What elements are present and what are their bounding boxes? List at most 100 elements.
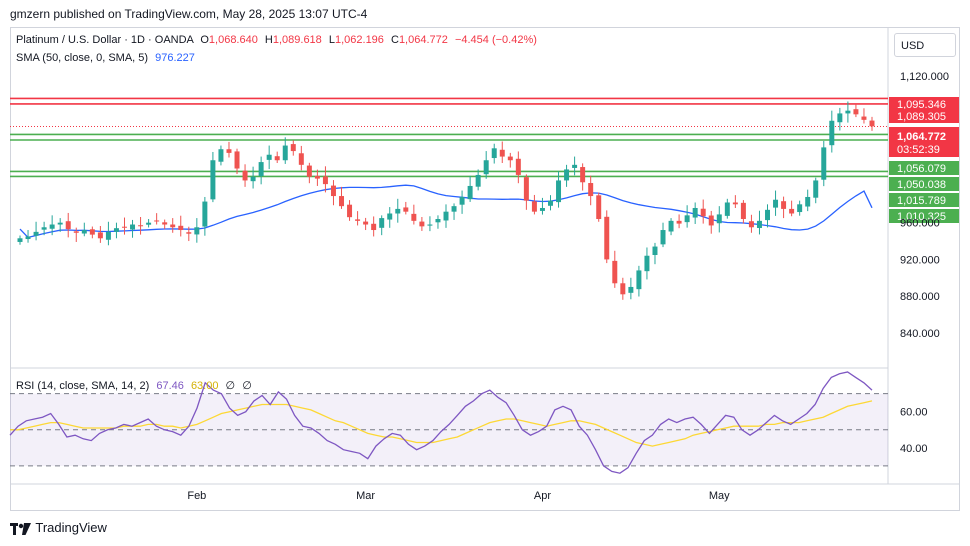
candle-body[interactable] bbox=[853, 109, 859, 115]
candle-body[interactable] bbox=[33, 231, 39, 236]
candle-body[interactable] bbox=[564, 169, 570, 181]
candle-body[interactable] bbox=[41, 227, 47, 230]
candle-body[interactable] bbox=[419, 221, 425, 227]
legend-symbol[interactable]: Platinum / U.S. Dollar · 1D · OANDA bbox=[16, 34, 194, 46]
candle-body[interactable] bbox=[113, 228, 119, 232]
footer-brand[interactable]: TradingView bbox=[10, 520, 107, 536]
candle-body[interactable] bbox=[395, 208, 401, 214]
candle-body[interactable] bbox=[347, 204, 353, 218]
candle-body[interactable] bbox=[724, 202, 730, 216]
candle-body[interactable] bbox=[49, 224, 55, 229]
candle-body[interactable] bbox=[314, 176, 320, 179]
candle-body[interactable] bbox=[306, 165, 312, 177]
candle-body[interactable] bbox=[57, 222, 63, 225]
candle-body[interactable] bbox=[499, 149, 505, 157]
candle-body[interactable] bbox=[282, 145, 288, 161]
candle-body[interactable] bbox=[266, 154, 272, 160]
candle-body[interactable] bbox=[467, 185, 473, 200]
candle-body[interactable] bbox=[411, 213, 417, 221]
candle-body[interactable] bbox=[588, 183, 594, 197]
candle-body[interactable] bbox=[290, 144, 296, 152]
candle-body[interactable] bbox=[250, 176, 256, 182]
candle-body[interactable] bbox=[130, 224, 136, 230]
candle-body[interactable] bbox=[628, 286, 634, 293]
candle-body[interactable] bbox=[65, 221, 71, 230]
candle-body[interactable] bbox=[226, 149, 232, 153]
candle-body[interactable] bbox=[73, 231, 79, 233]
candle-body[interactable] bbox=[652, 246, 658, 256]
chart-frame[interactable] bbox=[10, 27, 960, 511]
candle-body[interactable] bbox=[170, 224, 176, 228]
candle-body[interactable] bbox=[580, 167, 586, 183]
candle-body[interactable] bbox=[797, 204, 803, 213]
candle-body[interactable] bbox=[138, 225, 144, 227]
candle-body[interactable] bbox=[813, 180, 819, 198]
candle-body[interactable] bbox=[684, 215, 690, 223]
candle-body[interactable] bbox=[403, 207, 409, 212]
candle-body[interactable] bbox=[861, 116, 867, 120]
legend-sma-label[interactable]: SMA (50, close, 0, SMA, 5) bbox=[16, 52, 149, 64]
candle-body[interactable] bbox=[676, 220, 682, 224]
candle-body[interactable] bbox=[732, 202, 738, 205]
candle-body[interactable] bbox=[105, 231, 111, 240]
candle-body[interactable] bbox=[17, 238, 23, 242]
candle-body[interactable] bbox=[756, 220, 762, 229]
candle-body[interactable] bbox=[668, 220, 674, 232]
candle-body[interactable] bbox=[869, 120, 875, 127]
candle-body[interactable] bbox=[146, 222, 152, 225]
candle-body[interactable] bbox=[740, 202, 746, 220]
candle-body[interactable] bbox=[154, 220, 160, 222]
candle-body[interactable] bbox=[81, 230, 87, 234]
candle-body[interactable] bbox=[612, 260, 618, 284]
candle-body[interactable] bbox=[620, 283, 626, 295]
candle-body[interactable] bbox=[234, 151, 240, 169]
candle-body[interactable] bbox=[773, 199, 779, 208]
currency-button[interactable]: USD bbox=[894, 33, 956, 57]
candle-body[interactable] bbox=[363, 221, 369, 225]
candle-body[interactable] bbox=[781, 201, 787, 209]
candle-body[interactable] bbox=[483, 160, 489, 175]
candle-body[interactable] bbox=[491, 148, 497, 159]
candle-body[interactable] bbox=[515, 158, 521, 175]
candle-body[interactable] bbox=[789, 208, 795, 214]
candle-body[interactable] bbox=[644, 255, 650, 272]
candle-body[interactable] bbox=[162, 222, 168, 225]
candle-body[interactable] bbox=[837, 113, 843, 123]
candle-body[interactable] bbox=[636, 270, 642, 290]
candle-body[interactable] bbox=[572, 164, 578, 168]
candle-body[interactable] bbox=[218, 149, 224, 162]
candle-body[interactable] bbox=[322, 176, 328, 185]
candle-body[interactable] bbox=[829, 120, 835, 146]
candle-body[interactable] bbox=[531, 201, 537, 212]
candle-body[interactable] bbox=[507, 156, 513, 161]
candle-body[interactable] bbox=[845, 110, 851, 114]
candle-body[interactable] bbox=[692, 207, 698, 218]
candle-body[interactable] bbox=[355, 219, 361, 221]
candle-body[interactable] bbox=[596, 195, 602, 220]
candle-body[interactable] bbox=[523, 177, 529, 201]
candle-body[interactable] bbox=[379, 218, 385, 228]
candle-body[interactable] bbox=[765, 209, 771, 221]
candle-body[interactable] bbox=[459, 196, 465, 205]
candle-body[interactable] bbox=[194, 227, 200, 235]
candle-body[interactable] bbox=[556, 180, 562, 203]
candle-body[interactable] bbox=[716, 214, 722, 224]
candle-body[interactable] bbox=[435, 219, 441, 223]
candle-body[interactable] bbox=[97, 232, 103, 239]
candle-body[interactable] bbox=[202, 201, 208, 227]
candle-body[interactable] bbox=[805, 196, 811, 207]
candle-body[interactable] bbox=[242, 170, 248, 181]
candle-body[interactable] bbox=[547, 200, 553, 206]
legend-rsi-label[interactable]: RSI (14, close, SMA, 14, 2) bbox=[16, 380, 150, 392]
rsi-line[interactable] bbox=[9, 371, 873, 474]
candle-body[interactable] bbox=[475, 174, 481, 187]
candle-body[interactable] bbox=[451, 206, 457, 212]
sma-line[interactable] bbox=[19, 184, 873, 239]
candle-body[interactable] bbox=[604, 216, 610, 260]
candle-body[interactable] bbox=[89, 229, 95, 235]
candle-body[interactable] bbox=[186, 232, 192, 234]
candle-body[interactable] bbox=[387, 213, 393, 220]
candle-body[interactable] bbox=[330, 185, 336, 197]
candle-body[interactable] bbox=[660, 230, 666, 245]
